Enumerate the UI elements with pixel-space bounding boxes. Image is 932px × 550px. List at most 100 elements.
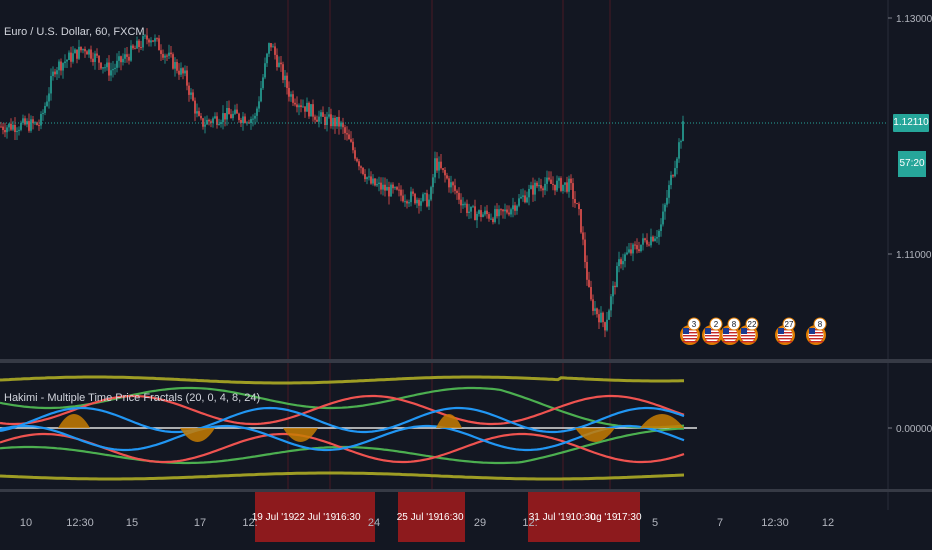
candle-body	[600, 312, 602, 323]
candle-body	[122, 58, 124, 63]
flag-canton	[741, 328, 747, 334]
candle-body	[24, 118, 26, 125]
us-flag-icon[interactable]: 2	[702, 317, 723, 345]
candle-body	[292, 94, 294, 103]
time-axis-label: 12:30	[66, 517, 94, 529]
symbol-title[interactable]: Euro / U.S. Dollar, 60, FXCM	[4, 26, 145, 38]
time-highlight-box[interactable]	[255, 492, 375, 542]
candle-body	[512, 205, 514, 210]
indicator-blue-upper	[0, 406, 685, 434]
candle-body	[502, 209, 504, 212]
candle-body	[158, 38, 160, 51]
candle-body	[598, 314, 600, 323]
candle-body	[428, 199, 430, 207]
candle-body	[94, 53, 96, 63]
flag-stripe	[809, 329, 823, 331]
candle-body	[494, 209, 496, 223]
candle-body	[674, 168, 676, 177]
candle-body	[398, 189, 400, 191]
candle-body	[448, 178, 450, 188]
candle-body	[58, 61, 60, 71]
candle-body	[288, 87, 290, 97]
flag-canton	[705, 328, 711, 334]
indicator-fill-area	[575, 428, 615, 442]
candle-body	[260, 88, 262, 102]
candle-body	[364, 174, 366, 180]
us-flag-icon[interactable]: 22	[738, 317, 759, 345]
candle-body	[514, 205, 516, 211]
candle-body	[112, 69, 114, 71]
candle-body	[362, 167, 364, 175]
candle-body	[302, 106, 304, 108]
event-markers[interactable]: 3 2 8 22 27 8	[680, 317, 827, 345]
candle-body	[490, 218, 492, 220]
candle-body	[414, 193, 416, 204]
candle-body	[212, 118, 214, 123]
time-highlight-box[interactable]	[398, 492, 465, 542]
candle-body	[554, 184, 556, 191]
flag-stripe	[705, 332, 719, 334]
candle-body	[650, 236, 652, 246]
flag-stripe	[683, 335, 697, 337]
us-flag-icon[interactable]: 8	[806, 317, 827, 345]
candle-body	[602, 312, 604, 323]
candle-body	[320, 112, 322, 117]
candle-body	[454, 185, 456, 191]
candle-body	[484, 210, 486, 215]
event-count: 3	[692, 320, 697, 329]
candle-body	[352, 141, 354, 151]
us-flag-icon[interactable]: 8	[720, 317, 741, 345]
price-pane[interactable]	[0, 28, 684, 338]
time-axis[interactable]: 19 Jul '19 22 Jul '19 16:30 25 Jul '19 16:30…	[20, 492, 834, 542]
price-axis[interactable]: 1.13000 1.11000 0.00000	[888, 14, 932, 435]
time-highlight-box[interactable]	[528, 492, 640, 542]
candle-body	[434, 158, 436, 178]
candle-body	[624, 254, 626, 262]
candle-body	[202, 118, 204, 127]
pane-separator[interactable]	[0, 359, 932, 363]
candle-body	[206, 119, 208, 125]
candle-body	[294, 102, 296, 105]
candle-body	[116, 60, 118, 68]
flag-stripe	[741, 341, 755, 343]
candle-body	[318, 116, 320, 122]
candle-body	[18, 129, 20, 131]
us-flag-icon[interactable]: 3	[680, 317, 701, 345]
candle-body	[38, 125, 40, 127]
candle-body	[356, 158, 358, 162]
candle-body	[654, 238, 656, 242]
candle-body	[210, 121, 212, 123]
candle-body	[22, 118, 24, 123]
candle-body	[286, 75, 288, 88]
candle-body	[10, 123, 12, 130]
candle-body	[150, 40, 152, 43]
candle-body	[156, 38, 158, 40]
candle-body	[616, 266, 618, 288]
candle-body	[182, 68, 184, 74]
indicator-title[interactable]: Hakimi - Multiple Time Price Fractals (2…	[4, 392, 261, 404]
event-count-bubble	[687, 317, 701, 331]
candle-body	[128, 56, 130, 61]
flag-canton	[778, 328, 784, 334]
us-flag-icon[interactable]: 27	[775, 317, 796, 345]
candle-body	[422, 194, 424, 202]
time-highlight-label: 16:30	[335, 512, 360, 523]
candle-body	[432, 177, 434, 188]
candle-body	[82, 49, 84, 51]
candle-body	[64, 61, 66, 64]
candle-body	[126, 54, 128, 57]
indicator-pane[interactable]	[0, 375, 697, 481]
candle-body	[148, 39, 150, 43]
candle-body	[276, 54, 278, 68]
candle-body	[252, 118, 254, 120]
candle-body	[394, 187, 396, 189]
candle-body	[450, 182, 452, 188]
candle-body	[544, 183, 546, 191]
candle-body	[560, 178, 562, 191]
candle-body	[176, 62, 178, 71]
time-highlight-label: 31 Jul '19	[529, 512, 572, 523]
candle-body	[194, 100, 196, 114]
indicator-tick-label: 0.00000	[896, 424, 932, 435]
